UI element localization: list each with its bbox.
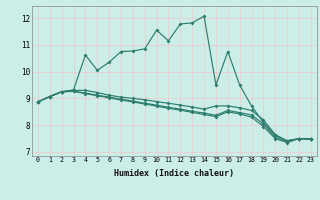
X-axis label: Humidex (Indice chaleur): Humidex (Indice chaleur) — [115, 169, 234, 178]
